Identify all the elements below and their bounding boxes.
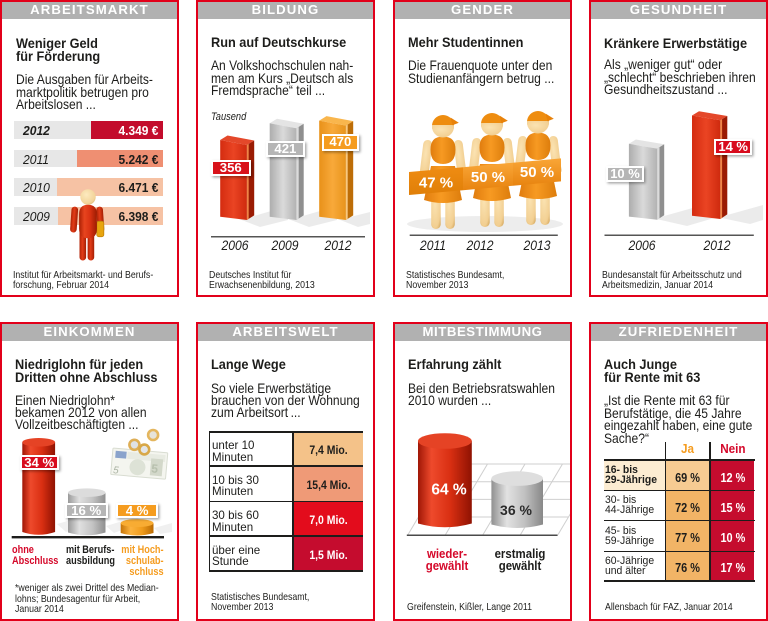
svg-text:5: 5: [113, 465, 120, 476]
svg-text:47 %: 47 %: [419, 175, 453, 192]
svg-text:36 %: 36 %: [500, 502, 532, 518]
svg-text:5: 5: [151, 461, 159, 476]
svg-text:50 %: 50 %: [471, 169, 505, 186]
svg-text:50 %: 50 %: [520, 164, 554, 181]
svg-text:64 %: 64 %: [431, 482, 467, 499]
